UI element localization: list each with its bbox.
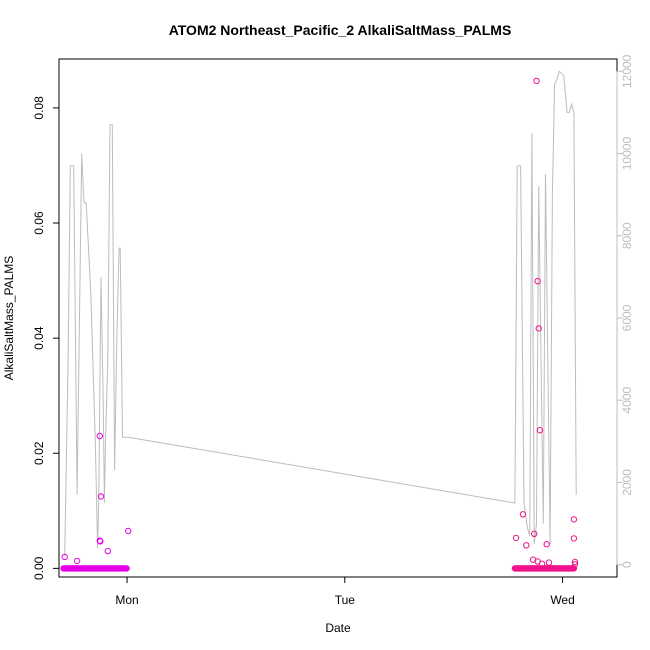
data-point — [96, 432, 104, 440]
chart-title: ATOM2 Northeast_Pacific_2 AlkaliSaltMass… — [169, 22, 512, 38]
data-point — [123, 565, 130, 572]
x-axis-tick-label: Mon — [115, 593, 138, 607]
data-point — [533, 77, 540, 85]
points-layer — [60, 77, 579, 572]
data-point — [534, 278, 541, 285]
right-y-axis: 0 2000 4000 6000 8000 10000 12000 — [616, 54, 634, 568]
data-point — [538, 560, 546, 567]
right-axis-tick-label: 12000 — [620, 54, 634, 88]
right-axis-tick-label: 6000 — [620, 304, 634, 331]
data-point — [61, 553, 68, 561]
data-point — [570, 565, 578, 572]
data-point — [570, 516, 578, 523]
left-axis-tick-label: 0.08 — [32, 96, 46, 120]
data-point — [512, 534, 520, 542]
left-y-axis: 0.00 0.02 0.04 0.06 0.08 — [32, 96, 60, 580]
x-axis-tick-label: Tue — [335, 593, 356, 607]
data-point — [571, 558, 579, 566]
data-point — [523, 542, 530, 549]
data-point — [104, 547, 112, 555]
data-point — [531, 530, 538, 537]
x-axis-tick-label: Wed — [550, 593, 574, 607]
right-axis-tick-label: 4000 — [620, 387, 634, 414]
x-axis-label: Date — [325, 621, 351, 635]
altitude-line-layer — [64, 70, 577, 557]
data-point — [571, 561, 579, 568]
data-point — [536, 427, 544, 434]
right-axis-tick-label: 8000 — [620, 222, 634, 249]
data-point — [545, 559, 553, 566]
data-point — [97, 538, 104, 545]
right-axis-tick-label: 10000 — [620, 137, 634, 171]
altitude-series-line — [64, 70, 577, 557]
left-axis-tick-label: 0.06 — [32, 211, 46, 235]
data-point — [97, 493, 105, 500]
data-point — [543, 541, 550, 548]
x-axis: Mon Tue Wed — [115, 576, 575, 607]
y-axis-label: AlkaliSaltMass_PALMS — [2, 256, 16, 381]
left-axis-tick-label: 0.00 — [32, 556, 46, 580]
data-point — [519, 511, 527, 518]
right-axis-tick-label: 0 — [620, 561, 634, 568]
right-axis-tick-label: 2000 — [620, 469, 634, 496]
data-point — [535, 325, 542, 332]
data-point — [570, 535, 578, 542]
left-axis-tick-label: 0.02 — [32, 441, 46, 465]
data-point — [73, 557, 81, 565]
data-point — [125, 527, 132, 535]
left-axis-tick-label: 0.04 — [32, 326, 46, 350]
